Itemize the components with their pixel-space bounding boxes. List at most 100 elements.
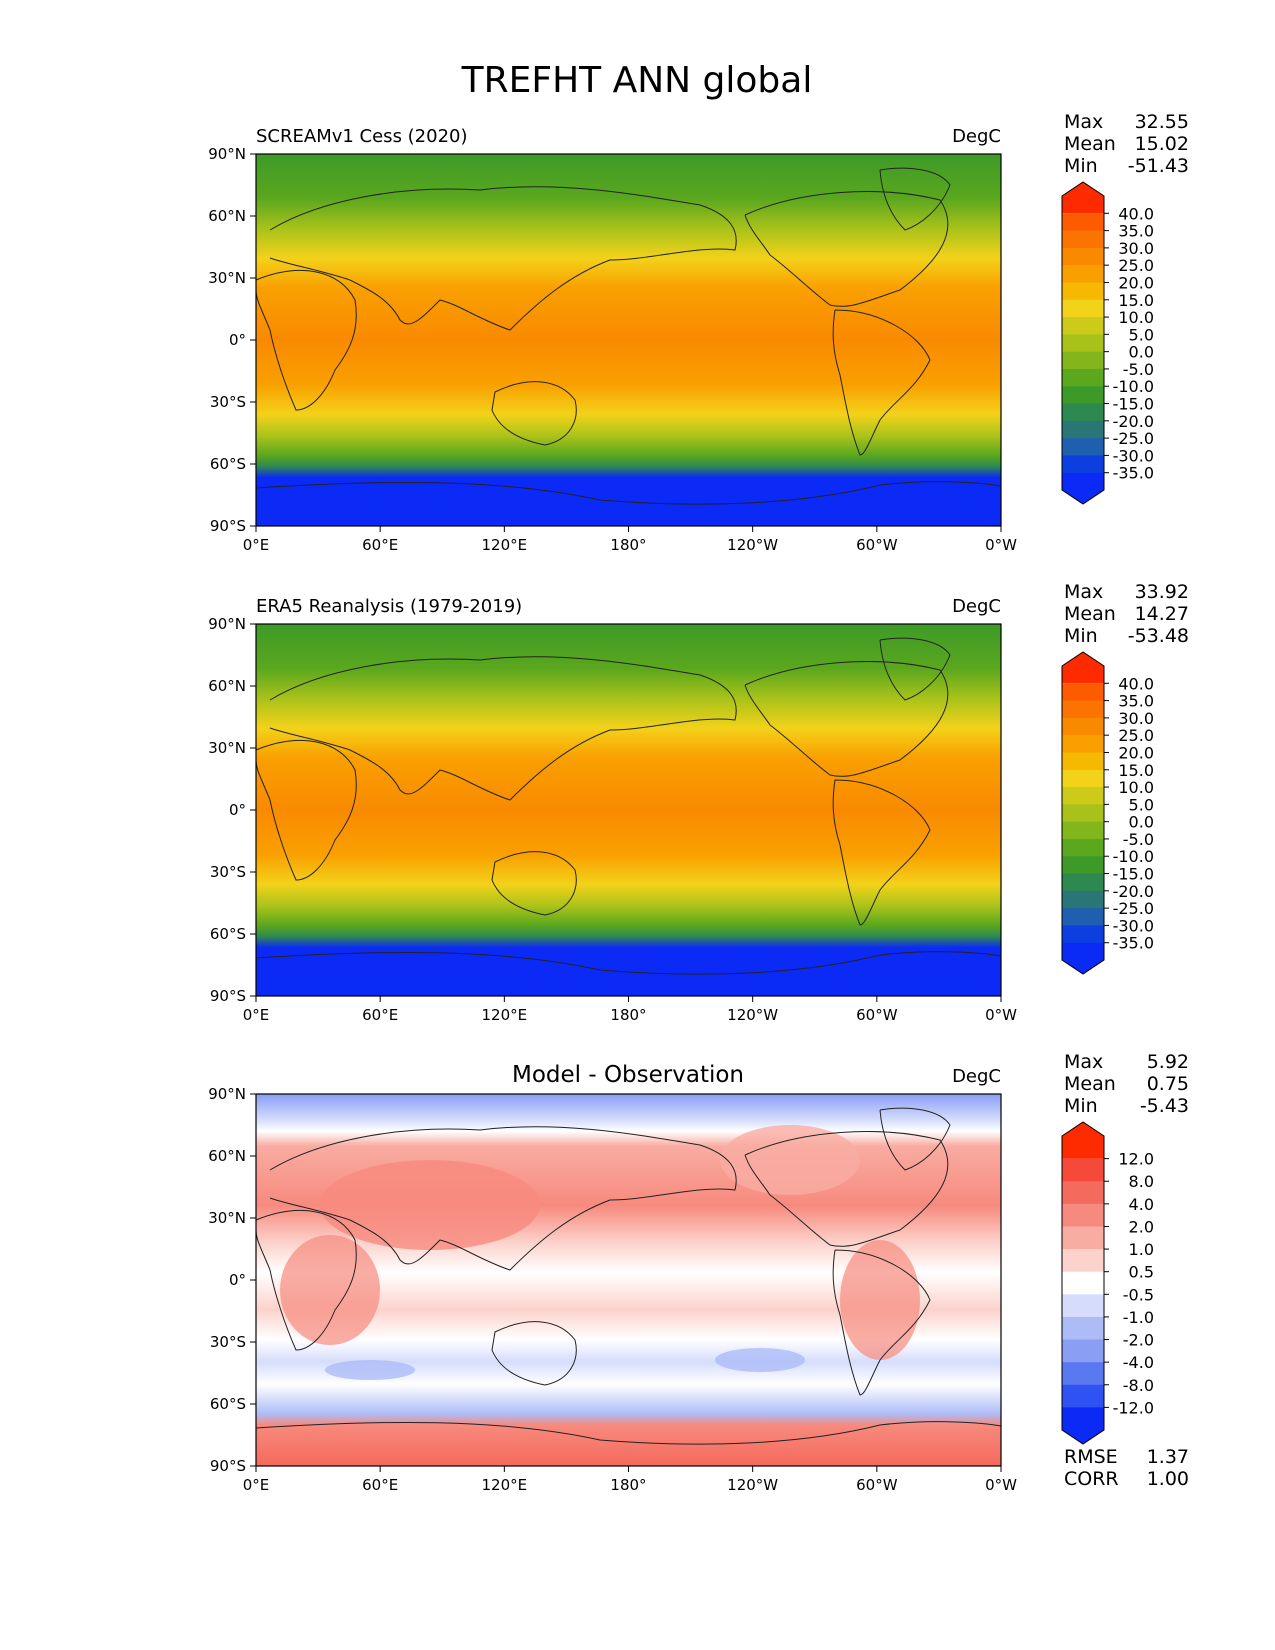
colorbar-label: -25.0 — [1113, 429, 1154, 448]
y-tick-label: 30°S — [210, 1333, 246, 1351]
africa-outline — [255, 1210, 357, 1351]
colorbar-label: -15.0 — [1113, 395, 1154, 414]
eurasia-outline — [269, 656, 737, 801]
stat-value: -51.43 — [1128, 155, 1189, 177]
panel-title: Model - Observation — [512, 1062, 744, 1088]
colorbar-label: 20.0 — [1118, 743, 1154, 762]
anomaly-blob — [720, 1125, 860, 1195]
colorbar-segment — [1062, 700, 1104, 719]
colorbar-label: 35.0 — [1118, 222, 1154, 241]
colorbar-label: -35.0 — [1113, 934, 1154, 953]
colorbar-segment — [1062, 1249, 1104, 1273]
x-tick-label: 0°E — [243, 1006, 270, 1024]
colorbar-label: 5.0 — [1129, 795, 1154, 814]
colorbar-label: -0.5 — [1123, 1285, 1154, 1304]
anomaly-blob — [280, 1235, 380, 1345]
stat-value: 0.75 — [1147, 1073, 1189, 1095]
colorbar-segment — [1062, 1407, 1104, 1444]
x-tick-label: 120°W — [727, 1476, 778, 1494]
colorbar-label: -30.0 — [1113, 916, 1154, 935]
colorbar-segment — [1062, 804, 1104, 823]
y-tick-label: 60°N — [208, 677, 246, 695]
continent-outlines — [255, 637, 1002, 975]
panel-units: DegC — [952, 596, 1001, 617]
colorbar-segment — [1062, 1362, 1104, 1386]
colorbar-label: 15.0 — [1118, 761, 1154, 780]
x-tick-label: 60°W — [856, 536, 898, 554]
colorbar-segment — [1062, 230, 1104, 249]
continent-outlines — [255, 1107, 1002, 1445]
colorbar-label: 8.0 — [1129, 1172, 1154, 1191]
colorbar-outline — [1061, 651, 1105, 975]
colorbar-segment — [1062, 1181, 1104, 1205]
colorbar: 40.035.030.025.020.015.010.05.00.0-5.0-1… — [1061, 651, 1154, 975]
colorbar-label: 4.0 — [1129, 1195, 1154, 1214]
x-tick-label: 60°W — [856, 1006, 898, 1024]
x-tick-label: 0°E — [243, 536, 270, 554]
colorbar-label: 2.0 — [1129, 1217, 1154, 1236]
colorbar-segment — [1062, 1226, 1104, 1250]
colorbar-label: 10.0 — [1118, 308, 1154, 327]
panel-title: ERA5 Reanalysis (1979-2019) — [256, 596, 522, 617]
stat-value: 5.92 — [1147, 1051, 1189, 1073]
south-america-outline — [832, 779, 931, 926]
stat-label: Max — [1064, 581, 1103, 603]
y-tick-label: 0° — [229, 801, 246, 819]
y-tick-label: 60°S — [210, 925, 246, 943]
colorbar-segment — [1062, 299, 1104, 318]
y-ticks: 90°N 60°N 30°N 0° 30°S 60°S 90°S — [208, 145, 256, 535]
anomaly-blob — [325, 1360, 415, 1380]
y-tick-label: 30°N — [208, 1209, 246, 1227]
x-tick-label: 120°E — [482, 1006, 528, 1024]
antarctica-outline — [255, 1421, 1002, 1445]
colorbar-label: 0.0 — [1129, 343, 1154, 362]
panel-units: DegC — [952, 126, 1001, 147]
x-tick-label: 180° — [610, 536, 646, 554]
colorbar-segment — [1062, 420, 1104, 439]
eurasia-outline — [269, 1126, 737, 1271]
colorbar-segment — [1062, 213, 1104, 232]
colorbar-label: 40.0 — [1118, 204, 1154, 223]
colorbar-segment — [1062, 1271, 1104, 1295]
colorbar-label: 0.0 — [1129, 813, 1154, 832]
colorbar-label: -2.0 — [1123, 1331, 1154, 1350]
colorbar-segment — [1062, 282, 1104, 301]
panel-model: SCREAMv1 Cess (2020) DegC 0°E 60°E 120°E 18… — [208, 111, 1189, 554]
x-tick-label: 120°E — [482, 536, 528, 554]
continent-outlines — [255, 167, 1002, 505]
y-ticks: 90°N 60°N 30°N 0° 30°S 60°S 90°S — [208, 1085, 256, 1475]
colorbar-segment — [1062, 787, 1104, 805]
stat-value: -5.43 — [1140, 1095, 1189, 1117]
africa-outline — [255, 740, 357, 881]
north-america-outline — [744, 661, 949, 777]
colorbar-segment — [1062, 438, 1104, 456]
x-tick-label: 120°W — [727, 536, 778, 554]
colorbar-label: 5.0 — [1129, 325, 1154, 344]
australia-outline — [491, 1321, 577, 1386]
colorbar-segment — [1062, 1203, 1104, 1227]
greenland-outline — [879, 167, 951, 231]
colorbar-segment — [1062, 873, 1104, 892]
colorbar-label: -4.0 — [1123, 1353, 1154, 1372]
map-field — [256, 154, 1001, 526]
north-america-outline — [744, 191, 949, 307]
stat-label: Min — [1064, 625, 1098, 647]
y-tick-label: 60°S — [210, 1395, 246, 1413]
stat-value: 14.27 — [1135, 603, 1189, 625]
colorbar-segment — [1062, 1339, 1104, 1363]
anomaly-blob — [715, 1348, 805, 1372]
y-tick-label: 0° — [229, 1271, 246, 1289]
greenland-outline — [879, 637, 951, 701]
y-tick-label: 90°N — [208, 615, 246, 633]
colorbar-label: -20.0 — [1113, 412, 1154, 431]
stat-value: -53.48 — [1128, 625, 1189, 647]
x-ticks: 0°E 60°E 120°E 180° 120°W 60°W 0°W — [243, 996, 1017, 1024]
y-tick-label: 90°N — [208, 1085, 246, 1103]
stat-label: Min — [1064, 1095, 1098, 1117]
stat-value: 32.55 — [1135, 111, 1189, 133]
south-america-outline — [832, 1249, 931, 1396]
colorbar-segment — [1062, 942, 1104, 974]
colorbar-segment — [1062, 351, 1104, 370]
stat-value: 1.37 — [1147, 1446, 1189, 1468]
x-ticks: 0°E 60°E 120°E 180° 120°W 60°W 0°W — [243, 1466, 1017, 1494]
